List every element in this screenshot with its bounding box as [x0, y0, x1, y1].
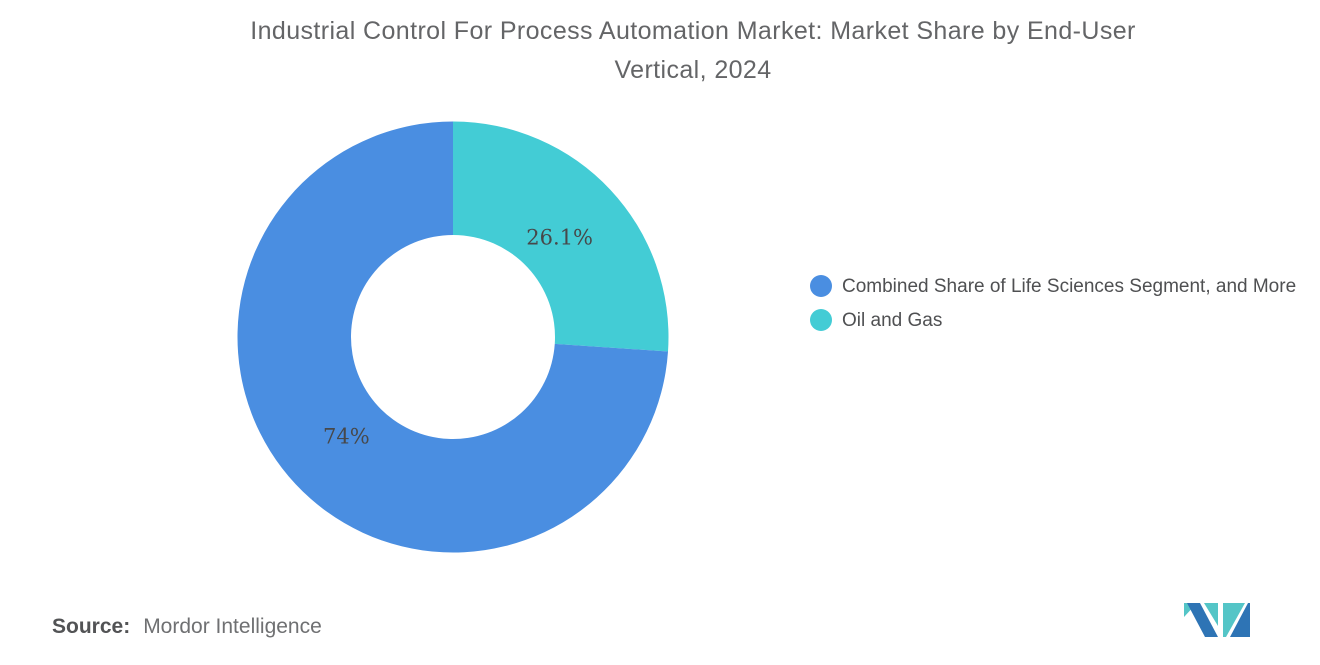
legend-item-life-sciences[interactable]: Combined Share of Life Sciences Segment,… — [810, 273, 1296, 300]
donut-slice-oil-and-gas[interactable] — [453, 121, 669, 352]
legend-item-oil-and-gas[interactable]: Oil and Gas — [810, 307, 1296, 334]
slice-label: 26.1% — [526, 225, 593, 249]
source-row: Source: Mordor Intelligence — [52, 615, 322, 639]
legend-label: Oil and Gas — [842, 310, 943, 331]
legend-label: Combined Share of Life Sciences Segment,… — [842, 276, 1297, 297]
source-label: Source: — [52, 615, 131, 638]
chart-legend: Combined Share of Life Sciences Segment,… — [810, 273, 1296, 334]
donut-slice-combined-share-of-life-sciences-segment-[interactable] — [237, 121, 669, 553]
legend-swatch-blue-icon — [810, 275, 832, 297]
legend-swatch-teal-icon — [810, 309, 832, 331]
donut-chart[interactable]: 26.1% 74% — [233, 117, 673, 557]
chart-title-line1: Industrial Control For Process Automatio… — [250, 17, 1136, 45]
source-value: Mordor Intelligence — [143, 615, 322, 638]
chart-title-line2: Vertical, 2024 — [614, 56, 772, 84]
slice-label: 74% — [323, 425, 370, 449]
mordor-intelligence-logo-icon — [1184, 603, 1250, 637]
chart-title: Industrial Control For Process Automatio… — [66, 12, 1320, 90]
